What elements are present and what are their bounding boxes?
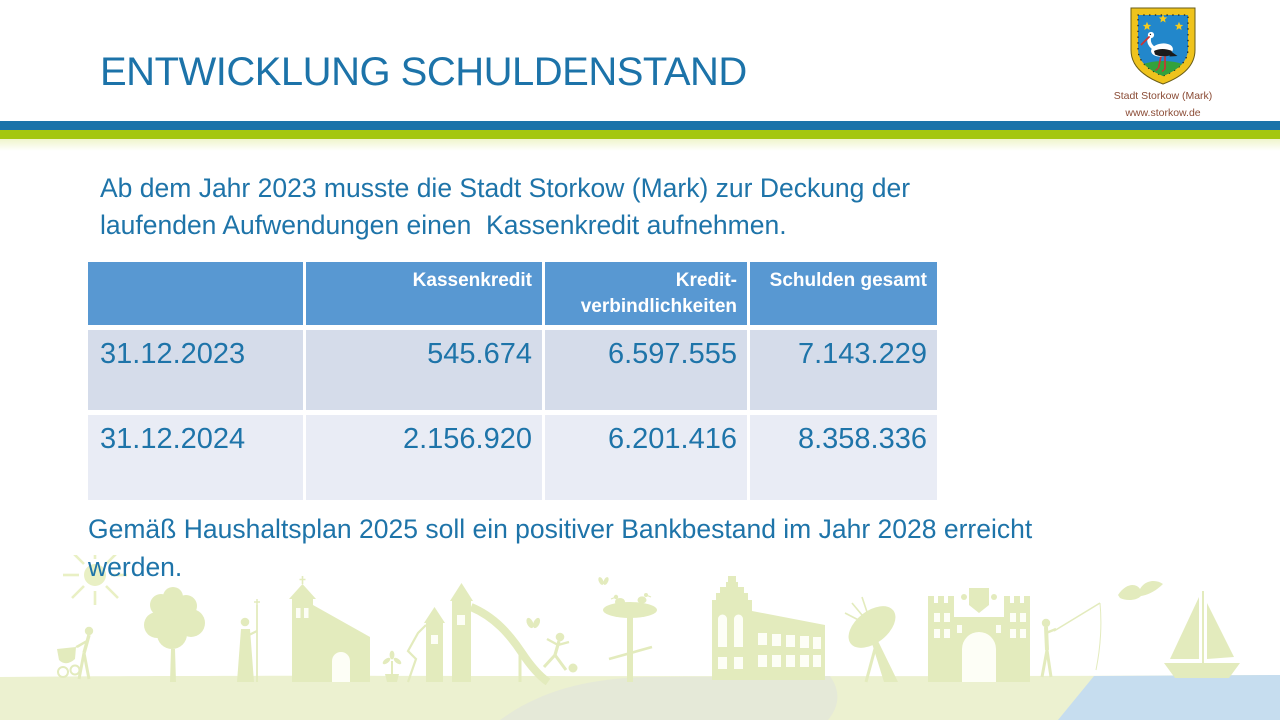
table-header-schulden-gesamt: Schulden gesamt bbox=[750, 262, 937, 325]
cell-kassenkredit-2023: 545.674 bbox=[306, 330, 542, 410]
intro-text: Ab dem Jahr 2023 musste die Stadt Storko… bbox=[100, 173, 918, 240]
table-header-kassenkredit: Kassenkredit bbox=[306, 262, 542, 325]
cell-date-2023: 31.12.2023 bbox=[88, 330, 303, 410]
stork-icon bbox=[1140, 31, 1178, 72]
cell-schulden-gesamt-2024: 8.358.336 bbox=[750, 415, 937, 500]
butterfly-icon bbox=[526, 617, 541, 629]
church-silhouette bbox=[289, 576, 370, 682]
coat-of-arms-icon bbox=[1130, 7, 1196, 85]
small-butterfly-icon bbox=[598, 577, 609, 585]
townhall-silhouette bbox=[712, 576, 825, 680]
header-stripe-blue bbox=[0, 121, 1280, 130]
figure-silhouette bbox=[237, 599, 260, 682]
bird-silhouette bbox=[1118, 581, 1163, 601]
sun-icon bbox=[63, 555, 127, 605]
footer-skyline bbox=[0, 555, 1280, 720]
stork-nest-silhouette bbox=[603, 593, 657, 682]
cell-date-2024: 31.12.2024 bbox=[88, 415, 303, 500]
header-stripe-glow bbox=[0, 139, 1280, 151]
page-title: ENTWICKLUNG SCHULDENSTAND bbox=[100, 50, 747, 94]
tree-silhouette bbox=[144, 587, 205, 682]
debt-table: Kassenkredit Kredit- verbindlichkeiten S… bbox=[88, 262, 937, 500]
footpath bbox=[500, 676, 838, 720]
header-stripe-green bbox=[0, 130, 1280, 139]
castle-gate-silhouette bbox=[928, 588, 1030, 682]
conclusion-text: Gemäß Haushaltsplan 2025 soll ein positi… bbox=[88, 514, 1040, 582]
cell-kassenkredit-2024: 2.156.920 bbox=[306, 415, 542, 500]
child-silhouette bbox=[542, 632, 578, 673]
logo-url: www.storkow.de bbox=[1125, 107, 1201, 119]
water bbox=[1058, 675, 1280, 720]
pram-person-silhouette bbox=[57, 626, 94, 680]
sailboat-silhouette bbox=[1164, 591, 1240, 678]
crest-stars bbox=[1142, 14, 1184, 30]
satellite-dish-silhouette bbox=[844, 596, 898, 683]
city-logo: Stadt Storkow (Mark) www.storkow.de bbox=[1083, 6, 1243, 120]
cell-schulden-gesamt-2023: 7.143.229 bbox=[750, 330, 937, 410]
playground-silhouette bbox=[406, 583, 551, 686]
logo-org-name: Stadt Storkow (Mark) bbox=[1113, 90, 1213, 102]
plant-silhouette bbox=[382, 650, 402, 682]
cell-kreditverbindlichkeiten-2023: 6.597.555 bbox=[545, 330, 747, 410]
table-header-empty bbox=[88, 262, 303, 325]
cell-kreditverbindlichkeiten-2024: 6.201.416 bbox=[545, 415, 747, 500]
table-header-kreditverbindlichkeiten: Kredit- verbindlichkeiten bbox=[545, 262, 747, 325]
fisherman-silhouette bbox=[1040, 602, 1102, 678]
